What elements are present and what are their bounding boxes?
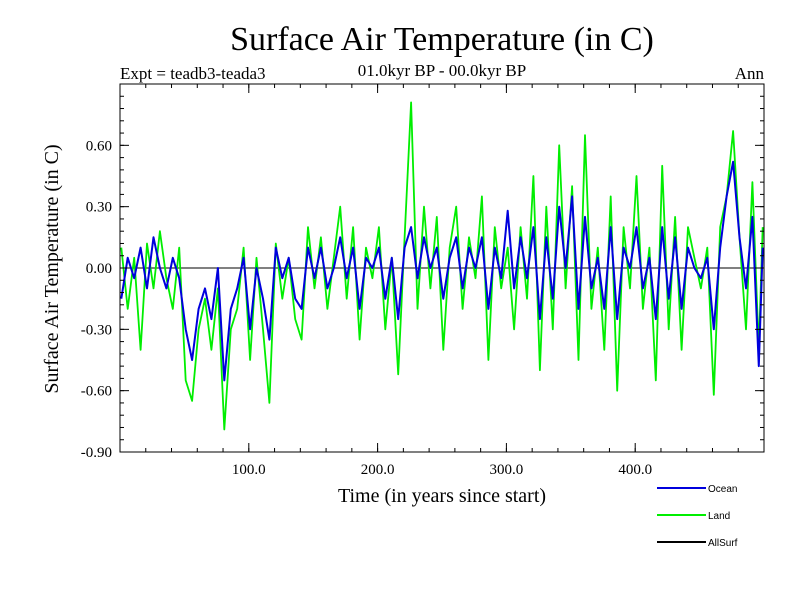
x-tick-label: 100.0	[232, 462, 266, 478]
y-tick-label: -0.30	[81, 322, 112, 338]
series-line-ocean	[120, 160, 764, 382]
y-tick-label: -0.90	[81, 445, 112, 461]
series-layer	[120, 101, 764, 431]
y-axis-label: Surface Air Temperature (in C)	[41, 144, 63, 393]
series-line-land	[120, 101, 764, 431]
legend: Ocean Land AllSurf	[657, 484, 738, 549]
x-tick-label: 300.0	[490, 462, 524, 478]
x-tick-label: 400.0	[618, 462, 652, 478]
legend-label-ocean: Ocean	[708, 484, 737, 495]
period-label: Ann	[735, 64, 765, 83]
x-tick-label: 200.0	[361, 462, 395, 478]
axes-layer: -0.90 -0.60 -0.30 0.00 0.30 0.60 100.0 200.0 300…	[81, 83, 765, 478]
y-tick-label: -0.60	[81, 384, 112, 400]
legend-label-allsurf: AllSurf	[708, 538, 738, 549]
y-tick-label: 0.00	[86, 261, 112, 277]
legend-label-land: Land	[708, 511, 730, 522]
chart-title: Surface Air Temperature (in C)	[230, 21, 654, 58]
x-axis-label: Time (in years since start)	[338, 485, 546, 507]
y-tick-label: 0.30	[86, 200, 112, 216]
chart-subtitle: 01.0kyr BP - 00.0kyr BP	[358, 61, 526, 80]
y-tick-label: 0.60	[86, 138, 112, 154]
experiment-label: Expt = teadb3-teada3	[120, 64, 266, 83]
